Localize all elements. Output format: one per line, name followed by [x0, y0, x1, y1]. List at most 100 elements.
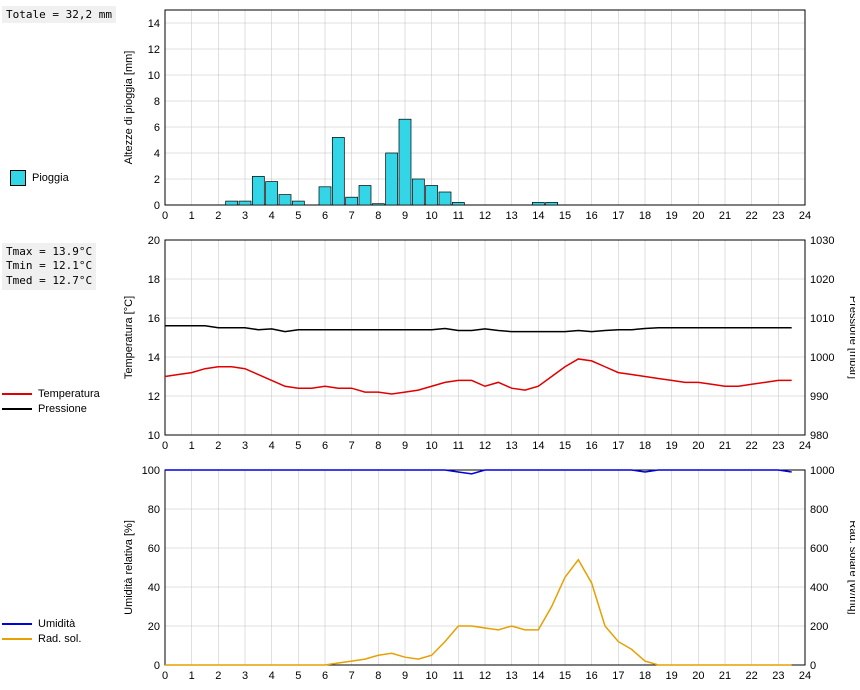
svg-text:13: 13 [506, 670, 518, 682]
svg-text:20: 20 [148, 621, 160, 633]
svg-text:10: 10 [148, 70, 160, 82]
svg-text:12: 12 [479, 440, 491, 452]
rad-line-swatch [2, 638, 32, 640]
svg-text:5: 5 [295, 210, 301, 222]
svg-text:400: 400 [810, 582, 828, 594]
svg-text:800: 800 [810, 504, 828, 516]
svg-text:20: 20 [148, 235, 160, 247]
svg-text:21: 21 [719, 440, 731, 452]
svg-text:10: 10 [426, 210, 438, 222]
svg-text:Temperatura [°C]: Temperatura [°C] [123, 296, 135, 379]
svg-text:2: 2 [215, 440, 221, 452]
svg-text:16: 16 [586, 670, 598, 682]
svg-text:6: 6 [322, 440, 328, 452]
rain-bar-chart: 0123456789101112131415161718192021222324… [120, 5, 855, 225]
svg-text:1010: 1010 [810, 313, 834, 325]
svg-text:3: 3 [242, 210, 248, 222]
svg-text:60: 60 [148, 543, 160, 555]
svg-text:15: 15 [559, 670, 571, 682]
svg-text:1: 1 [189, 440, 195, 452]
svg-text:2: 2 [154, 174, 160, 186]
svg-text:14: 14 [148, 18, 160, 30]
temp-press-chart: 0123456789101112131415161718192021222324… [120, 235, 855, 455]
svg-text:Pressione [mbar]: Pressione [mbar] [847, 296, 855, 379]
press-line-swatch [2, 408, 32, 410]
svg-text:13: 13 [506, 210, 518, 222]
svg-text:4: 4 [154, 148, 160, 160]
svg-text:0: 0 [154, 660, 160, 672]
temp-summary: Tmax = 13.9°C Tmin = 12.1°C Tmed = 12.7°… [2, 243, 96, 290]
hum-legend: Umidità [2, 618, 75, 630]
svg-text:1: 1 [189, 210, 195, 222]
svg-text:6: 6 [322, 670, 328, 682]
svg-text:12: 12 [479, 210, 491, 222]
hum-legend-label: Umidità [38, 618, 75, 630]
svg-text:16: 16 [586, 440, 598, 452]
svg-text:23: 23 [772, 440, 784, 452]
svg-text:4: 4 [269, 670, 275, 682]
svg-text:19: 19 [666, 210, 678, 222]
svg-text:17: 17 [612, 670, 624, 682]
rain-legend: Pioggia [10, 170, 69, 186]
svg-text:5: 5 [295, 670, 301, 682]
svg-text:16: 16 [586, 210, 598, 222]
svg-text:1000: 1000 [810, 465, 834, 477]
svg-text:18: 18 [639, 440, 651, 452]
hum-line-swatch [2, 623, 32, 625]
svg-text:11: 11 [453, 670, 464, 682]
svg-text:8: 8 [154, 96, 160, 108]
svg-text:980: 980 [810, 430, 828, 442]
svg-text:7: 7 [349, 440, 355, 452]
svg-text:10: 10 [426, 440, 438, 452]
svg-text:9: 9 [402, 440, 408, 452]
svg-text:15: 15 [559, 210, 571, 222]
svg-text:80: 80 [148, 504, 160, 516]
svg-text:3: 3 [242, 670, 248, 682]
svg-text:0: 0 [162, 670, 168, 682]
svg-text:2: 2 [215, 210, 221, 222]
svg-text:7: 7 [349, 210, 355, 222]
svg-text:13: 13 [506, 440, 518, 452]
hum-rad-chart: 0123456789101112131415161718192021222324… [120, 465, 855, 685]
weather-charts-container: Totale = 32,2 mm Pioggia 012345678910111… [0, 0, 860, 690]
temp-legend-label: Temperatura [38, 388, 100, 400]
rad-legend-label: Rad. sol. [38, 633, 81, 645]
svg-text:19: 19 [666, 670, 678, 682]
svg-text:14: 14 [532, 440, 544, 452]
svg-text:0: 0 [810, 660, 816, 672]
rain-swatch [10, 170, 26, 186]
temp-legend: Temperatura [2, 388, 100, 400]
svg-text:Umidità relativa [%]: Umidità relativa [%] [123, 520, 135, 615]
svg-text:990: 990 [810, 391, 828, 403]
svg-text:15: 15 [559, 440, 571, 452]
svg-text:20: 20 [692, 440, 704, 452]
svg-text:18: 18 [639, 210, 651, 222]
svg-text:7: 7 [349, 670, 355, 682]
svg-text:8: 8 [375, 670, 381, 682]
press-legend-label: Pressione [38, 403, 87, 415]
svg-text:20: 20 [692, 210, 704, 222]
svg-text:8: 8 [375, 210, 381, 222]
svg-text:23: 23 [772, 670, 784, 682]
svg-text:12: 12 [479, 670, 491, 682]
rain-legend-label: Pioggia [32, 172, 69, 184]
svg-text:0: 0 [154, 200, 160, 212]
svg-text:22: 22 [746, 440, 758, 452]
svg-text:0: 0 [162, 440, 168, 452]
svg-text:23: 23 [772, 210, 784, 222]
svg-text:10: 10 [148, 430, 160, 442]
svg-text:24: 24 [799, 210, 811, 222]
svg-text:6: 6 [322, 210, 328, 222]
svg-text:12: 12 [148, 44, 160, 56]
svg-text:17: 17 [612, 440, 624, 452]
svg-text:11: 11 [453, 440, 464, 452]
svg-text:8: 8 [375, 440, 381, 452]
svg-text:Rad. solare [W/mq]: Rad. solare [W/mq] [847, 520, 855, 614]
svg-text:40: 40 [148, 582, 160, 594]
svg-text:5: 5 [295, 440, 301, 452]
svg-text:21: 21 [719, 210, 731, 222]
svg-text:14: 14 [532, 670, 544, 682]
svg-text:9: 9 [402, 670, 408, 682]
svg-text:600: 600 [810, 543, 828, 555]
svg-text:22: 22 [746, 670, 758, 682]
